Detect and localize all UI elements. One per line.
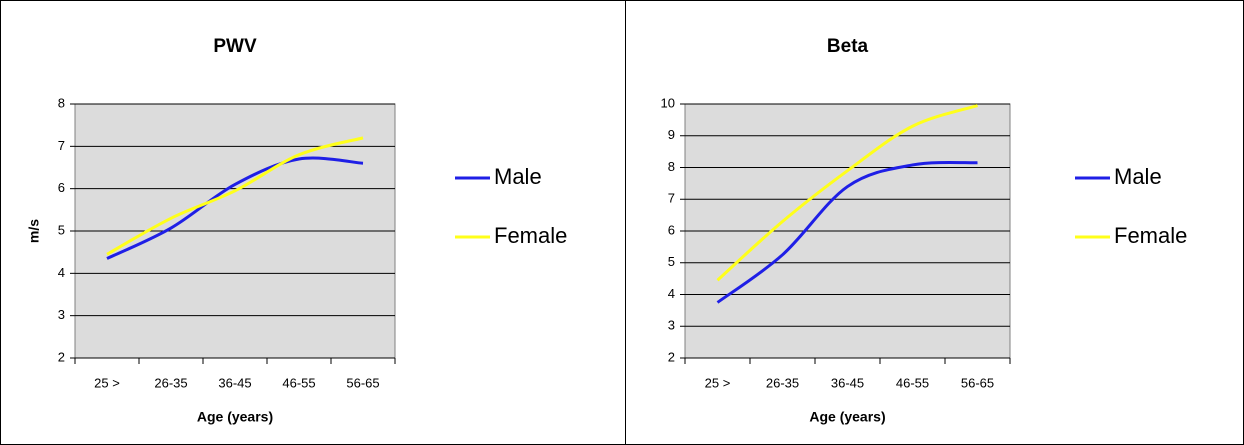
y-tick-label: 7: [668, 191, 675, 206]
legend-label: Male: [1114, 164, 1162, 189]
y-axis-label: m/s: [26, 219, 42, 243]
series-line: [106, 136, 364, 256]
legend-label: Female: [1114, 223, 1187, 248]
y-tick-label: 3: [668, 318, 675, 333]
legend-label: Female: [494, 223, 567, 248]
legend-label: Male: [494, 164, 542, 189]
y-tick-label: 3: [58, 307, 65, 322]
x-tick-label: 25 >: [94, 375, 120, 390]
y-tick-label: 2: [668, 349, 675, 364]
x-tick-label: 25 >: [705, 375, 731, 390]
series-line: [716, 161, 978, 304]
x-tick-label: 36-45: [218, 375, 251, 390]
x-axis-label: Age (years): [809, 409, 885, 425]
y-tick-label: 6: [58, 180, 65, 195]
x-tick-label: 26-35: [154, 375, 187, 390]
y-tick-label: 2: [58, 349, 65, 364]
x-tick-label: 26-35: [766, 375, 799, 390]
y-tick-label: 9: [668, 127, 675, 142]
chart-title: Beta: [827, 36, 869, 57]
x-tick-label: 46-55: [896, 375, 929, 390]
y-tick-label: 8: [58, 95, 65, 110]
chart-title: PWV: [213, 36, 257, 57]
y-tick-label: 7: [58, 138, 65, 153]
y-tick-label: 4: [668, 286, 675, 301]
y-tick-label: 5: [668, 254, 675, 269]
x-tick-label: 46-55: [282, 375, 315, 390]
y-tick-label: 10: [661, 95, 675, 110]
y-tick-label: 4: [58, 265, 65, 280]
x-axis-label: Age (years): [197, 409, 273, 425]
x-tick-label: 36-45: [831, 375, 864, 390]
series-line: [106, 156, 364, 260]
y-tick-label: 6: [668, 222, 675, 237]
y-tick-label: 8: [668, 159, 675, 174]
series-line: [716, 104, 978, 282]
y-tick-label: 5: [58, 222, 65, 237]
x-tick-label: 56-65: [346, 375, 379, 390]
x-tick-label: 56-65: [961, 375, 994, 390]
